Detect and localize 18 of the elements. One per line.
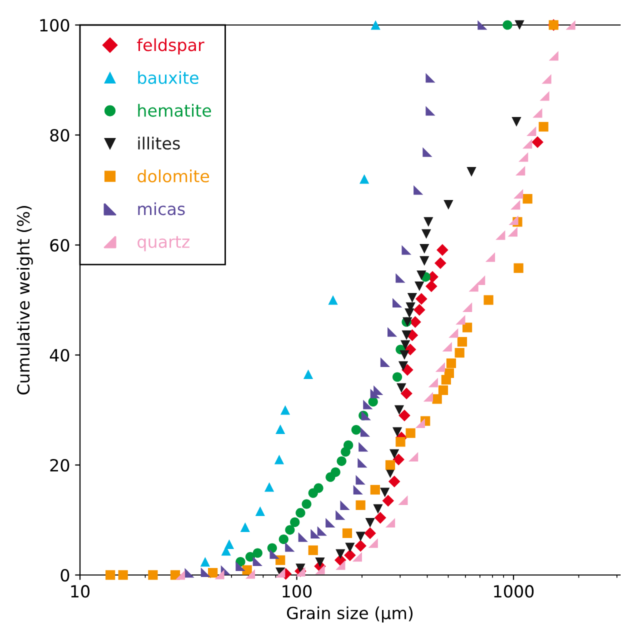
legend-label: hematite xyxy=(138,104,211,117)
legend-label: dolomite xyxy=(138,170,210,182)
y-tick-label: 60 xyxy=(50,238,70,252)
y-axis-title: Cumulative weight (%) xyxy=(16,206,33,394)
y-tick-label: 80 xyxy=(50,128,70,142)
y-tick-label: 100 xyxy=(40,18,70,32)
legend-label: illites xyxy=(138,136,180,150)
x-axis-title: Grain size (µm) xyxy=(286,606,413,623)
y-tick-label: 20 xyxy=(50,458,70,472)
legend-label: bauxite xyxy=(138,71,198,84)
legend-label: feldspar xyxy=(137,38,204,54)
legend-label: micas xyxy=(138,202,185,216)
y-tick-label: 0 xyxy=(60,568,70,582)
x-tick-label: 1000 xyxy=(494,585,534,598)
legend-label: quartz xyxy=(138,236,190,252)
x-tick-label: 100 xyxy=(282,585,312,598)
x-tick-label: 10 xyxy=(71,585,90,598)
y-tick-label: 40 xyxy=(50,348,70,362)
